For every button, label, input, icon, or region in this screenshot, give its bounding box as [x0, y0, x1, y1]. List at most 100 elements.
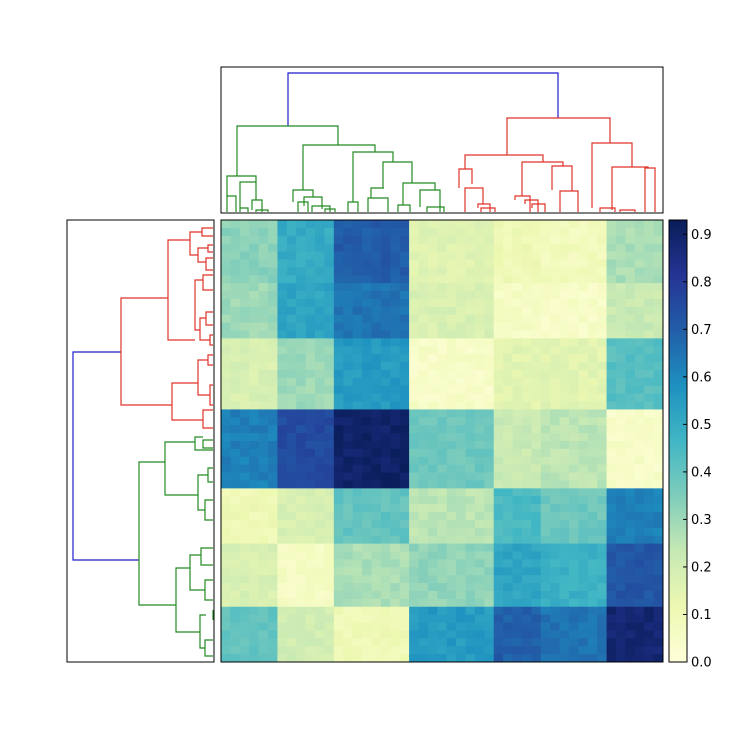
heatmap-cell	[474, 259, 485, 268]
heatmap-cell	[437, 583, 448, 592]
heatmap-cell	[277, 330, 288, 339]
heatmap-cell	[296, 433, 307, 442]
heatmap-cell	[221, 425, 231, 434]
heatmap-cell	[221, 480, 231, 489]
heatmap-cell	[503, 338, 513, 347]
heatmap-cell	[606, 322, 617, 331]
heatmap-cell	[493, 227, 504, 237]
heatmap-cell	[362, 220, 372, 229]
heatmap-cell	[343, 441, 354, 450]
heatmap-cell	[503, 377, 513, 387]
heatmap-cell	[390, 480, 401, 489]
heatmap-cell	[474, 235, 485, 245]
heatmap-cell	[521, 614, 532, 623]
heatmap-cell	[587, 354, 598, 363]
heatmap-cell	[587, 267, 598, 276]
heatmap-cell	[418, 314, 429, 323]
heatmap-cell	[371, 298, 382, 308]
heatmap-cell	[474, 322, 485, 331]
heatmap-cell	[258, 614, 269, 623]
heatmap-cell	[578, 354, 589, 363]
heatmap-cell	[465, 417, 476, 426]
heatmap-cell	[521, 220, 532, 229]
heatmap-cell	[362, 259, 372, 268]
heatmap-cell	[531, 306, 542, 316]
heatmap-cell	[249, 291, 260, 300]
heatmap-cell	[315, 630, 325, 639]
heatmap-cell	[634, 251, 645, 260]
heatmap-cell	[418, 622, 429, 631]
heatmap-cell	[550, 606, 560, 616]
heatmap-cell	[587, 583, 598, 592]
heatmap-cell	[258, 551, 269, 560]
heatmap-cell	[474, 622, 485, 631]
heatmap-cell	[559, 259, 570, 268]
heatmap-cell	[512, 393, 523, 402]
heatmap-cell	[362, 614, 372, 623]
heatmap-cell	[315, 417, 325, 426]
heatmap-cell	[333, 338, 344, 347]
heatmap-cell	[437, 598, 448, 608]
heatmap-cell	[315, 259, 325, 268]
heatmap-cell	[343, 527, 354, 537]
heatmap-cell	[437, 322, 448, 331]
heatmap-cell	[550, 330, 560, 339]
heatmap-cell	[540, 314, 551, 323]
heatmap-cell	[230, 338, 241, 347]
heatmap-cell	[249, 369, 260, 379]
heatmap-cell	[474, 472, 485, 481]
heatmap-cell	[296, 551, 307, 560]
heatmap-cell	[550, 519, 560, 529]
heatmap-cell	[644, 527, 654, 537]
heatmap-cell	[418, 369, 429, 379]
heatmap-cell	[653, 543, 664, 552]
heatmap-cell	[559, 543, 570, 552]
heatmap-cell	[521, 409, 532, 418]
heatmap-cell	[474, 417, 485, 426]
heatmap-cell	[503, 227, 513, 237]
heatmap-cell	[578, 338, 589, 347]
heatmap-cell	[597, 346, 607, 355]
heatmap-cell	[578, 543, 589, 552]
heatmap-cell	[474, 559, 485, 568]
heatmap-cell	[512, 346, 523, 355]
heatmap-cell	[221, 298, 231, 308]
heatmap-cell	[437, 472, 448, 481]
dendrogram-link	[236, 125, 339, 176]
heatmap-cell	[465, 583, 476, 592]
heatmap-cell	[230, 598, 241, 608]
heatmap-cell	[418, 322, 429, 331]
heatmap-cell	[324, 393, 335, 402]
heatmap-cell	[409, 512, 419, 521]
heatmap-cell	[258, 630, 269, 639]
heatmap-cell	[512, 314, 523, 323]
heatmap-cell	[597, 251, 607, 260]
heatmap-cell	[484, 622, 495, 631]
heatmap-cell	[315, 306, 325, 316]
heatmap-cell	[521, 322, 532, 331]
heatmap-cell	[277, 598, 288, 608]
heatmap-cell	[268, 291, 278, 300]
heatmap-cell	[644, 385, 654, 395]
heatmap-cell	[615, 504, 626, 513]
heatmap-cell	[239, 275, 250, 284]
heatmap-cell	[333, 551, 344, 560]
heatmap-cell	[315, 456, 325, 466]
heatmap-cell	[343, 235, 354, 245]
heatmap-cell	[653, 512, 664, 521]
dendrogram-link	[458, 168, 473, 188]
heatmap-cell	[333, 496, 344, 505]
heatmap-cell	[399, 235, 410, 245]
heatmap-cell	[305, 362, 316, 371]
heatmap-cell	[324, 441, 335, 450]
heatmap-cell	[484, 535, 495, 544]
heatmap-cell	[625, 346, 636, 355]
heatmap-cell	[296, 448, 307, 458]
heatmap-cell	[531, 243, 542, 252]
heatmap-cell	[343, 622, 354, 631]
heatmap-cell	[521, 362, 532, 371]
heatmap-cell	[644, 551, 654, 560]
heatmap-cell	[568, 417, 579, 426]
heatmap-cell	[437, 251, 448, 260]
heatmap-cell	[352, 227, 363, 237]
